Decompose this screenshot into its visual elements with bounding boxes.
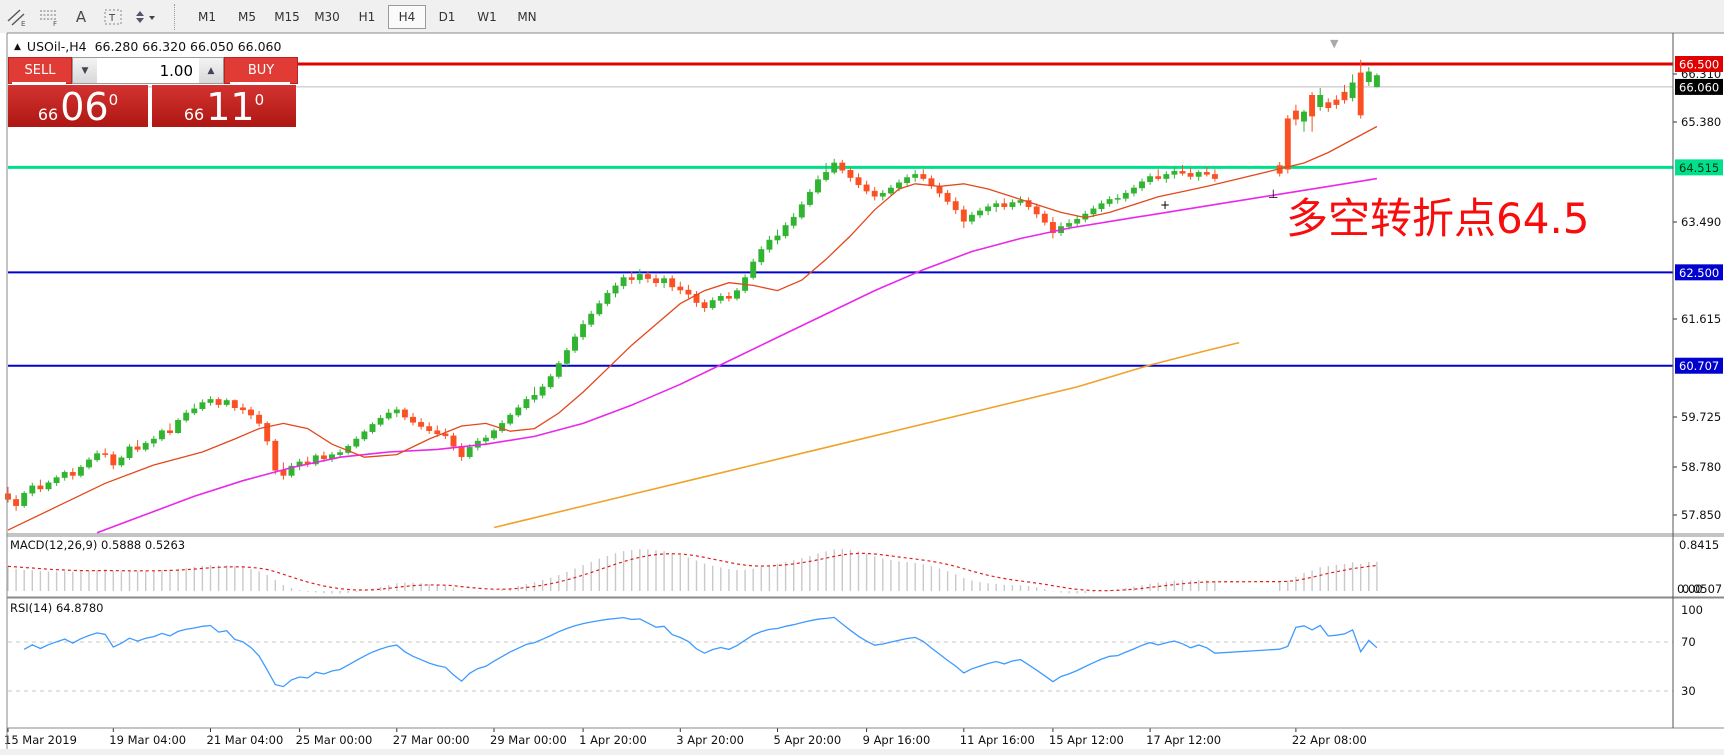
symbol-label: USOil-,H4 <box>26 39 87 54</box>
chart-title: ▲ USOil-,H4 66.280 66.320 66.050 66.060 <box>14 39 281 54</box>
timeframe-button-w1[interactable]: W1 <box>477 9 497 24</box>
bid-main: 06 <box>60 85 109 129</box>
buy-underline <box>230 82 290 84</box>
svg-text:66.060: 66.060 <box>1679 80 1719 94</box>
svg-text:58.780: 58.780 <box>1681 460 1721 474</box>
ask-main: 11 <box>206 85 255 129</box>
rsi-indicator: RSI(14) 64.8780 100 70 30 <box>8 601 1703 698</box>
svg-text:19 Mar 04:00: 19 Mar 04:00 <box>109 733 186 747</box>
svg-text:1 Apr 20:00: 1 Apr 20:00 <box>579 733 647 747</box>
macd-signal-line <box>7 552 1377 592</box>
price-badge-66.060 <box>1675 78 1723 95</box>
rsi-label: RSI(14) 64.8780 <box>10 601 104 615</box>
equidistant-channel-icon[interactable]: E <box>2 5 32 29</box>
price-badge-66.500 <box>1675 56 1723 72</box>
timeframe-button-m1[interactable]: M1 <box>198 9 216 24</box>
window-bottom-frame <box>0 749 1724 755</box>
timeframe-button-m15[interactable]: M15 <box>274 9 300 24</box>
svg-text:61.615: 61.615 <box>1681 312 1721 326</box>
ask-int: 66 <box>183 105 205 124</box>
svg-text:T: T <box>108 13 116 24</box>
chart-object-mark[interactable]: + <box>1160 198 1170 212</box>
volume-input[interactable] <box>97 58 199 83</box>
chart-text-annotation[interactable]: 多空转折点64.5 <box>1286 194 1590 243</box>
date-axis[interactable]: 15 Mar 2019 19 Mar 04:00 21 Mar 04:00 25 Ma… <box>4 728 1367 747</box>
chart-background <box>0 33 1724 755</box>
macd-indicator: MACD(12,26,9) 0.5888 0.5263 0.8415 0.000.0… <box>7 538 1722 596</box>
svg-text:15 Apr 12:00: 15 Apr 12:00 <box>1049 733 1124 747</box>
rsi-line <box>23 616 1378 688</box>
svg-text:65.380: 65.380 <box>1681 115 1721 129</box>
timeframe-button-d1[interactable]: D1 <box>438 9 456 24</box>
ma-slow-line <box>493 341 1240 529</box>
ma-mid-line <box>96 177 1378 534</box>
svg-text:57.850: 57.850 <box>1681 508 1721 522</box>
svg-text:21 Mar 04:00: 21 Mar 04:00 <box>207 733 284 747</box>
svg-text:66.500: 66.500 <box>1679 58 1719 72</box>
svg-text:25 Mar 00:00: 25 Mar 00:00 <box>296 733 373 747</box>
svg-text:E: E <box>21 20 25 27</box>
volume-decrease-icon[interactable]: ▼ <box>73 58 97 83</box>
timeframe-button-mn[interactable]: MN <box>517 9 537 24</box>
collapse-arrow-icon[interactable]: ▲ <box>14 42 21 52</box>
svg-text:22 Apr 08:00: 22 Apr 08:00 <box>1292 733 1367 747</box>
svg-text:5 Apr 20:00: 5 Apr 20:00 <box>774 733 842 747</box>
svg-text:0.0507: 0.0507 <box>1682 582 1722 596</box>
bid-int: 66 <box>37 105 59 124</box>
svg-text:0.00: 0.00 <box>1677 582 1703 596</box>
ohlc-quote: 66.280 66.320 66.050 66.060 <box>94 39 282 54</box>
svg-text:63.490: 63.490 <box>1681 215 1721 229</box>
ask-sup: 0 <box>254 91 265 109</box>
toolbar: E F A T M1 M5 M15 M30 H1 H4 D1 W1 MN <box>0 0 1724 34</box>
timeframe-group: M1 M5 M15 M30 H1 H4 D1 W1 MN <box>174 3 547 30</box>
svg-text:70: 70 <box>1681 635 1696 649</box>
sell-underline <box>12 82 66 84</box>
arrows-icon[interactable] <box>130 5 160 29</box>
chart-object-mark[interactable]: ⊥ <box>1268 187 1278 201</box>
svg-text:29 Mar 00:00: 29 Mar 00:00 <box>490 733 567 747</box>
timeframe-button-h1[interactable]: H1 <box>358 9 376 24</box>
buy-button[interactable]: BUY <box>224 57 298 84</box>
price-badge-64.515 <box>1675 159 1723 176</box>
price-badge-60.707 <box>1675 357 1723 374</box>
svg-text:0.8415: 0.8415 <box>1679 538 1719 552</box>
timeframe-button-m30[interactable]: M30 <box>314 9 340 24</box>
candlestick-series <box>5 59 1380 511</box>
svg-text:11 Apr 16:00: 11 Apr 16:00 <box>960 733 1035 747</box>
ma-fast-line <box>7 125 1378 531</box>
svg-text:27 Mar 00:00: 27 Mar 00:00 <box>393 733 470 747</box>
svg-text:15 Mar 2019: 15 Mar 2019 <box>4 733 77 747</box>
bid-sup: 0 <box>108 91 119 109</box>
timeframe-button-m5[interactable]: M5 <box>238 9 256 24</box>
macd-label: MACD(12,26,9) 0.5888 0.5263 <box>10 538 185 552</box>
scroll-end-icon[interactable]: ▼ <box>1330 37 1339 50</box>
svg-text:62.500: 62.500 <box>1679 266 1719 280</box>
fibonacci-icon[interactable]: F <box>34 5 64 29</box>
timeframe-button-h4[interactable]: H4 <box>388 4 426 29</box>
svg-text:59.725: 59.725 <box>1681 410 1721 424</box>
price-badge-62.500 <box>1675 264 1723 281</box>
svg-text:F: F <box>53 20 57 27</box>
text-label-icon[interactable]: T <box>98 5 128 29</box>
svg-text:60.707: 60.707 <box>1679 359 1719 373</box>
svg-text:64.515: 64.515 <box>1679 161 1719 175</box>
volume-control: ▼ ▲ <box>72 57 224 84</box>
svg-text:30: 30 <box>1681 684 1696 698</box>
svg-text:3 Apr 20:00: 3 Apr 20:00 <box>676 733 744 747</box>
svg-text:17 Apr 12:00: 17 Apr 12:00 <box>1146 733 1221 747</box>
svg-text:9 Apr 16:00: 9 Apr 16:00 <box>863 733 931 747</box>
svg-text:100: 100 <box>1681 603 1703 617</box>
bid-price-panel[interactable]: 66 06 0 <box>8 85 148 127</box>
sell-button[interactable]: SELL <box>8 57 72 84</box>
text-icon[interactable]: A <box>75 7 87 26</box>
volume-increase-icon[interactable]: ▲ <box>199 58 223 83</box>
ask-price-panel[interactable]: 66 11 0 <box>152 85 296 127</box>
